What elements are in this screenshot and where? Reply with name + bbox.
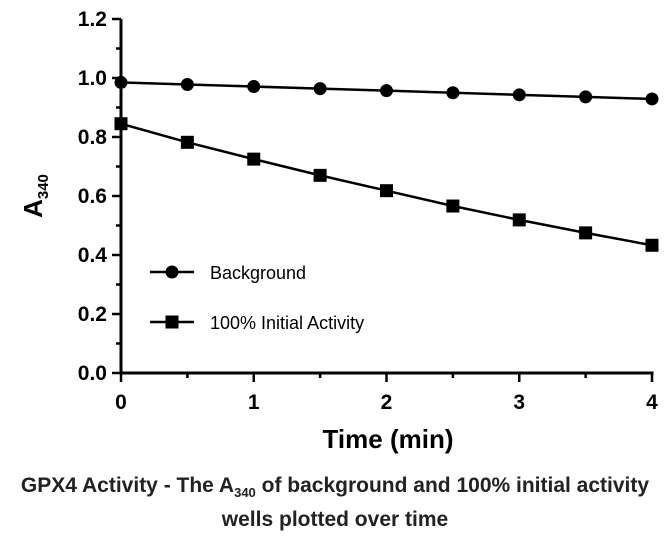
caption-sub: 340 — [234, 485, 256, 501]
y-axis-title-sub: 340 — [35, 174, 52, 199]
y-tick-label: 0.2 — [78, 303, 107, 326]
y-tick-label: 0.6 — [78, 185, 107, 208]
data-point-circle — [114, 75, 128, 89]
data-point-square — [380, 184, 393, 198]
series-layer — [114, 75, 659, 252]
data-point-circle — [313, 82, 327, 96]
figure-caption: GPX4 Activity - The A340 of background a… — [20, 472, 650, 533]
data-point-square — [247, 152, 261, 166]
data-point-square — [446, 199, 460, 213]
data-point-square — [579, 226, 593, 240]
legend-marker-square — [165, 315, 179, 329]
legend-marker-circle — [165, 265, 179, 279]
data-point-square — [645, 238, 659, 252]
y-tick-label: 1.0 — [78, 67, 107, 90]
caption-part2: of background and 100% initial activity … — [221, 474, 650, 532]
y-tick-label: 0.4 — [78, 244, 108, 267]
x-tick-label: 2 — [381, 391, 393, 414]
data-point-square — [313, 168, 327, 182]
legend-label-1: Background — [210, 263, 306, 283]
data-point-circle — [645, 92, 659, 106]
x-tick-label: 0 — [115, 391, 127, 414]
x-tick-label: 3 — [513, 391, 525, 414]
y-axis-title-main: A — [18, 199, 48, 218]
chart: 0.0 0.2 0.4 0.6 0.8 1.0 1.2 0 1 2 3 4 Background 100… — [18, 8, 659, 454]
y-tick-label: 0.8 — [78, 126, 108, 149]
y-tick-label: 1.2 — [78, 8, 107, 31]
data-point-circle — [180, 77, 194, 91]
data-point-square — [512, 213, 526, 227]
x-axis-title: Time (min) — [323, 424, 454, 454]
caption-part1: GPX4 Activity - The A — [20, 474, 235, 497]
x-tick-label: 1 — [248, 391, 260, 414]
legend-label-2: 100% Initial Activity — [210, 313, 364, 333]
data-point-circle — [380, 84, 393, 98]
data-point-circle — [446, 86, 460, 100]
data-point-square — [114, 117, 128, 131]
data-point-circle — [579, 90, 593, 104]
data-point-circle — [512, 88, 526, 102]
data-point-square — [180, 135, 194, 149]
data-point-circle — [247, 80, 261, 94]
y-tick-label: 0.0 — [78, 362, 107, 385]
ticks: 0.0 0.2 0.4 0.6 0.8 1.0 1.2 0 1 2 3 4 — [78, 8, 658, 414]
x-tick-label: 4 — [646, 391, 658, 414]
legend: Background 100% Initial Activity — [150, 263, 364, 333]
y-axis-title: A340 — [18, 174, 52, 218]
